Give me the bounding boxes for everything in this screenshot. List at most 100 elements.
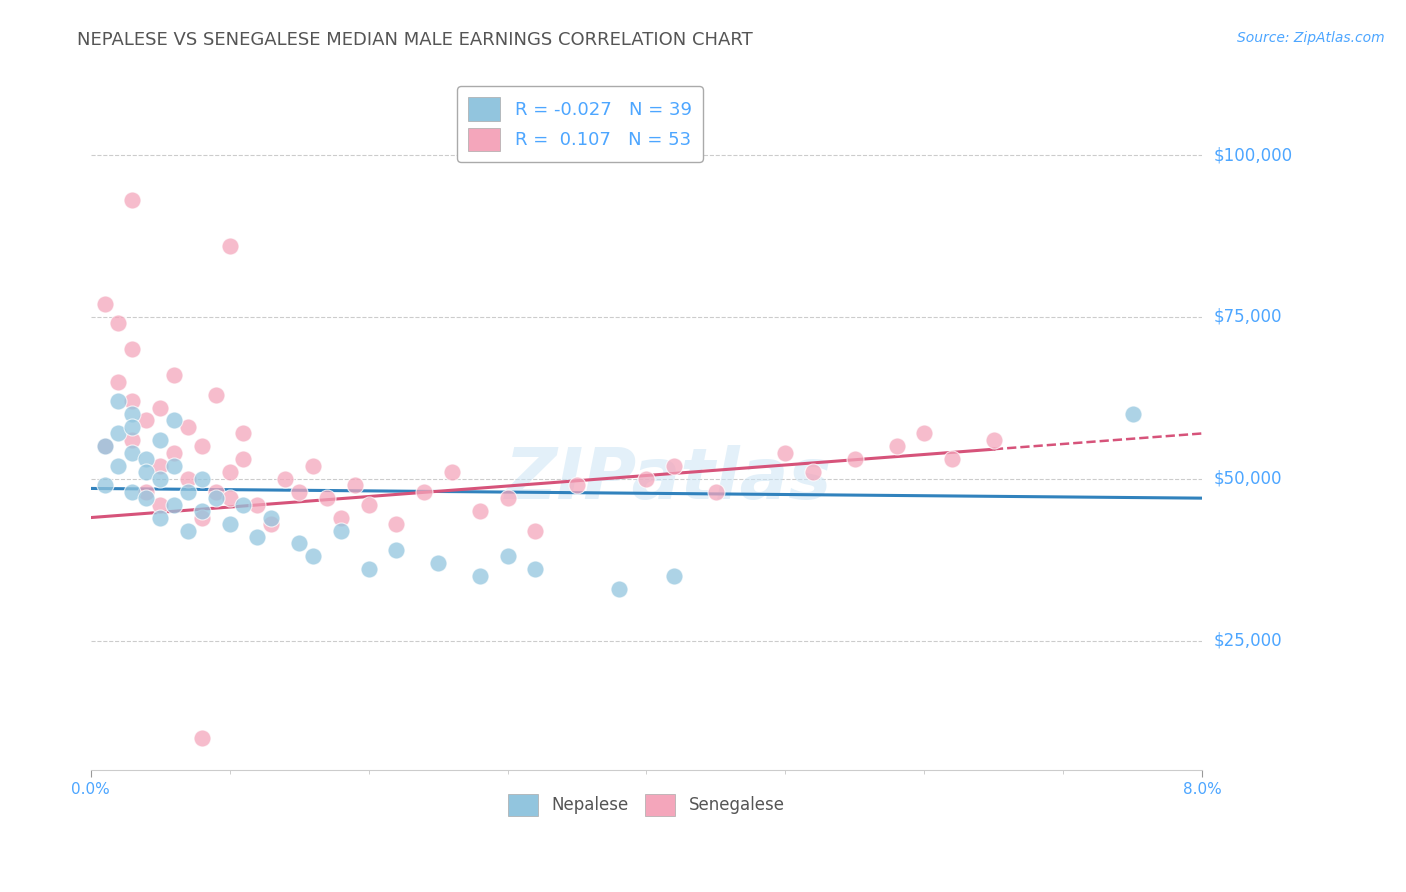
Point [232,426,254,441]
Text: $25,000: $25,000 [1213,632,1282,649]
Point [191,439,214,453]
Point [135,465,157,479]
Point [218,491,240,505]
Point [163,458,186,473]
Point [329,510,352,524]
Point [524,524,547,538]
Point [121,420,143,434]
Point [218,516,240,531]
Point [524,562,547,576]
Point [163,413,186,427]
Point [496,549,519,564]
Point [983,433,1005,447]
Point [135,413,157,427]
Point [149,510,172,524]
Point [775,446,797,460]
Point [260,516,283,531]
Point [121,484,143,499]
Point [204,387,226,401]
Point [107,394,129,409]
Text: ZIPatlas: ZIPatlas [505,444,832,514]
Point [912,426,935,441]
Point [329,524,352,538]
Point [163,368,186,383]
Point [204,484,226,499]
Point [357,562,380,576]
Point [274,472,297,486]
Point [704,484,727,499]
Point [107,458,129,473]
Point [149,433,172,447]
Point [107,426,129,441]
Point [121,433,143,447]
Point [468,569,491,583]
Point [191,510,214,524]
Point [385,516,408,531]
Point [149,498,172,512]
Point [107,317,129,331]
Point [191,472,214,486]
Point [468,504,491,518]
Point [440,465,463,479]
Point [315,491,337,505]
Text: $50,000: $50,000 [1213,470,1282,488]
Point [302,549,325,564]
Point [246,530,269,544]
Point [565,478,588,492]
Point [177,420,200,434]
Point [496,491,519,505]
Point [121,343,143,357]
Point [246,498,269,512]
Point [218,238,240,252]
Point [191,731,214,745]
Point [121,446,143,460]
Point [1122,407,1144,421]
Point [260,510,283,524]
Point [288,484,311,499]
Point [107,375,129,389]
Point [177,524,200,538]
Point [413,484,436,499]
Point [232,498,254,512]
Point [204,491,226,505]
Point [93,439,115,453]
Point [886,439,908,453]
Point [664,569,686,583]
Point [607,582,630,596]
Point [163,498,186,512]
Point [121,394,143,409]
Legend: Nepalese, Senegalese: Nepalese, Senegalese [501,786,793,824]
Point [163,446,186,460]
Point [135,484,157,499]
Point [302,458,325,473]
Point [121,407,143,421]
Point [177,484,200,499]
Point [191,504,214,518]
Point [801,465,824,479]
Point [135,491,157,505]
Point [844,452,866,467]
Point [93,439,115,453]
Point [93,297,115,311]
Point [664,458,686,473]
Point [427,556,450,570]
Point [357,498,380,512]
Point [121,194,143,208]
Point [149,458,172,473]
Point [941,452,963,467]
Point [343,478,366,492]
Text: NEPALESE VS SENEGALESE MEDIAN MALE EARNINGS CORRELATION CHART: NEPALESE VS SENEGALESE MEDIAN MALE EARNI… [77,31,754,49]
Point [135,452,157,467]
Text: $100,000: $100,000 [1213,146,1292,164]
Point [218,465,240,479]
Point [385,543,408,558]
Text: Source: ZipAtlas.com: Source: ZipAtlas.com [1237,31,1385,45]
Point [93,478,115,492]
Point [288,536,311,550]
Point [232,452,254,467]
Point [149,401,172,415]
Text: $75,000: $75,000 [1213,308,1282,326]
Point [636,472,658,486]
Point [149,472,172,486]
Point [177,472,200,486]
